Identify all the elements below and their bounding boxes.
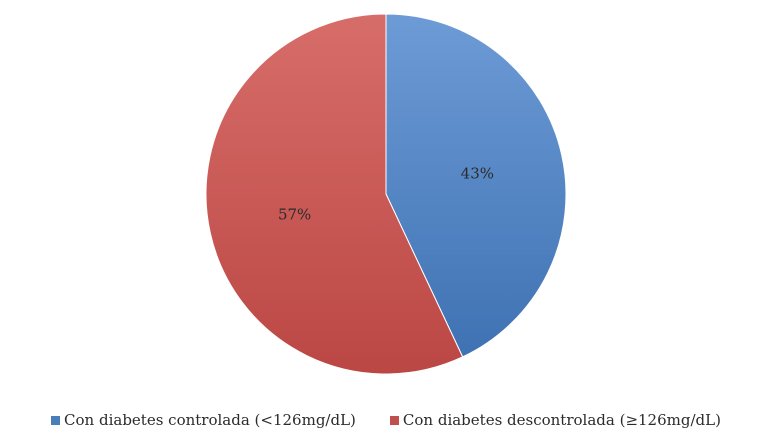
legend-label-descontrolada: Con diabetes descontrolada (≥126mg/dL): [402, 411, 721, 429]
legend-item-controlada: Con diabetes controlada (<126mg/dL): [51, 411, 356, 429]
legend-swatch-descontrolada: [389, 415, 399, 425]
legend-swatch-controlada: [51, 415, 61, 425]
legend-label-controlada: Con diabetes controlada (<126mg/dL): [64, 411, 356, 429]
pie-slice-controlada: [385, 13, 567, 358]
legend: Con diabetes controlada (<126mg/dL) Con …: [0, 408, 772, 432]
pie-slice-descontrolada: [205, 13, 464, 375]
slice-label-descontrolada: 57%: [278, 205, 311, 223]
slice-label-controlada: 43%: [461, 165, 494, 183]
legend-item-descontrolada: Con diabetes descontrolada (≥126mg/dL): [389, 411, 721, 429]
